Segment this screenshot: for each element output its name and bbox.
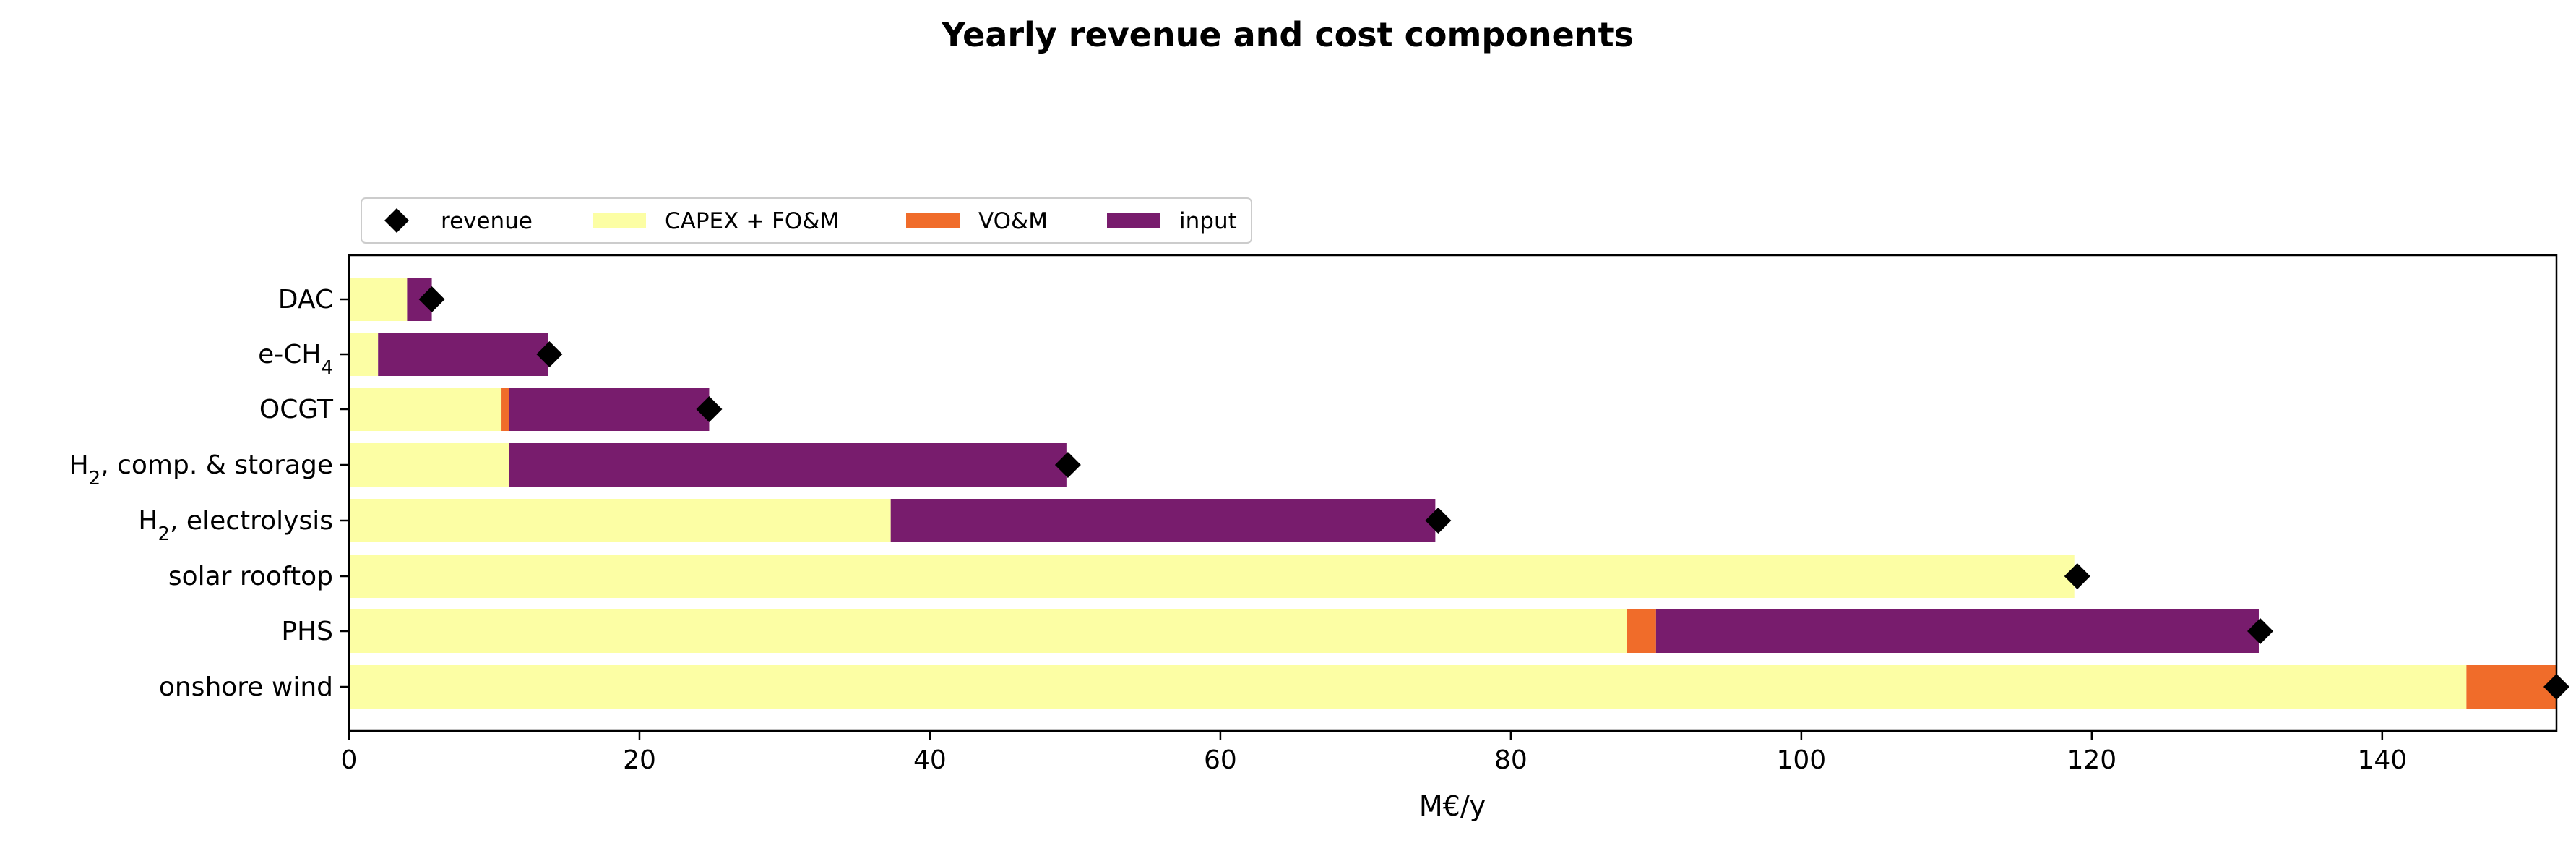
- x-tick-label-5: 100: [1777, 745, 1827, 775]
- legend-label-1: VO&M: [978, 208, 1048, 234]
- y-tick-label-0: DAC: [278, 285, 333, 314]
- y-axis: DAC e-CH4 OCGT H2, comp. & storage H2, elect…: [69, 285, 349, 702]
- y-tick-label-6: PHS: [281, 617, 333, 646]
- bar-2-6: [1655, 609, 2259, 653]
- bar-0-2: [349, 388, 502, 431]
- x-axis: 0 20 40 60 80 100 120 140: [341, 731, 2407, 775]
- revenue-point-6: [2247, 618, 2273, 644]
- legend-swatch-1: [906, 213, 960, 228]
- revenue-point-3: [1054, 452, 1081, 478]
- bar-2-1: [378, 333, 548, 376]
- revenue-point-0: [418, 286, 445, 312]
- legend-swatch-2: [1107, 213, 1160, 228]
- y-tick-label-2: OCGT: [259, 395, 334, 424]
- x-tick-label-2: 40: [913, 745, 947, 775]
- bar-1-7: [2466, 665, 2556, 709]
- bar-2-3: [509, 443, 1067, 487]
- bar-0-4: [349, 499, 891, 542]
- bar-0-1: [349, 333, 379, 376]
- bar-2-4: [890, 499, 1436, 542]
- x-tick-label-6: 120: [2067, 745, 2116, 775]
- x-tick-label-3: 60: [1204, 745, 1237, 775]
- bar-1-2: [501, 388, 509, 431]
- bar-0-7: [349, 665, 2467, 709]
- x-tick-label-1: 20: [623, 745, 656, 775]
- y-tick-label-7: onshore wind: [159, 672, 333, 702]
- legend-label-2: input: [1179, 208, 1237, 234]
- bar-2-2: [509, 388, 710, 431]
- x-tick-label-4: 80: [1494, 745, 1528, 775]
- legend-frame: [361, 197, 1252, 244]
- revenue-point-2: [696, 396, 723, 422]
- revenue-point-4: [1425, 508, 1452, 534]
- bar-0-5: [349, 555, 2075, 598]
- bar-0-6: [349, 609, 1627, 653]
- legend: revenue CAPEX + FO&M VO&M input: [361, 197, 1252, 244]
- bar-0-0: [349, 278, 408, 321]
- x-axis-label: M€/y: [1419, 790, 1486, 822]
- legend-label-0: CAPEX + FO&M: [665, 208, 839, 234]
- bar-0-3: [349, 443, 509, 487]
- revenue-point-1: [536, 341, 563, 367]
- plot-frame: [348, 254, 2558, 732]
- x-tick-label-7: 140: [2357, 745, 2407, 775]
- y-tick-label-1: e-CH4: [258, 340, 333, 379]
- x-tick-label-0: 0: [341, 745, 358, 775]
- revenue-markers-layer: [418, 286, 2569, 700]
- revenue-point-5: [2064, 563, 2090, 589]
- y-tick-label-5: solar rooftop: [168, 562, 333, 591]
- bars-layer: [349, 278, 2556, 709]
- legend-swatch-0: [593, 213, 646, 228]
- legend-marker-revenue: [384, 208, 409, 233]
- bar-1-6: [1627, 609, 1656, 653]
- legend-label-revenue: revenue: [441, 208, 533, 234]
- chart-title: Yearly revenue and cost components: [941, 15, 1634, 54]
- y-tick-label-4: H2, electrolysis: [138, 506, 333, 545]
- y-tick-label-3: H2, comp. & storage: [69, 450, 333, 489]
